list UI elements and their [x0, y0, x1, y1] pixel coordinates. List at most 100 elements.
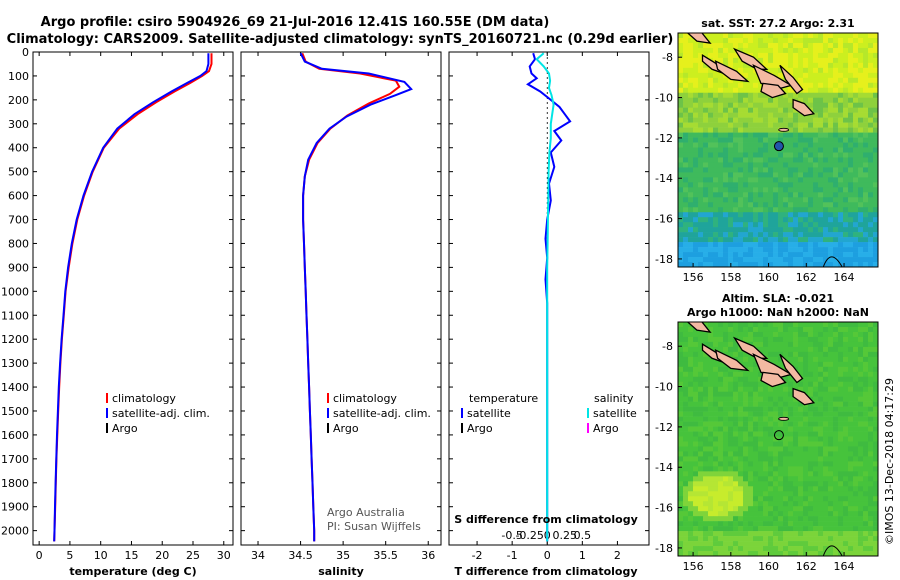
map-cell — [723, 87, 729, 94]
map-cell — [858, 322, 864, 328]
map-cell — [808, 476, 814, 482]
map-cell — [778, 132, 784, 138]
map-cell — [758, 147, 764, 153]
island-7 — [792, 387, 816, 406]
map-cell — [778, 331, 784, 338]
map-cell — [793, 227, 799, 233]
map-cell — [833, 57, 839, 64]
map-cell — [723, 122, 729, 128]
map-cell — [733, 346, 739, 353]
map-cell — [778, 222, 784, 228]
map-cell — [848, 72, 854, 79]
map-cell — [813, 112, 819, 118]
map-cell — [843, 252, 849, 258]
map-cell — [848, 401, 854, 407]
map-cell — [748, 496, 754, 502]
map-cell — [743, 486, 749, 492]
map-cell — [758, 476, 764, 482]
map-cell — [783, 336, 789, 343]
map-cell — [698, 127, 704, 133]
map-cell — [873, 102, 878, 108]
map-cell — [798, 142, 804, 148]
map-cell — [828, 162, 834, 168]
map-cell — [738, 436, 744, 442]
map-cell — [818, 242, 824, 248]
map-cell — [748, 67, 754, 74]
map-cell — [753, 182, 759, 188]
map-cell — [733, 142, 739, 148]
map-cell — [788, 322, 794, 328]
map-cell — [813, 147, 819, 153]
map-cell — [863, 446, 869, 452]
map-cell — [768, 232, 774, 238]
map-cell — [693, 481, 699, 487]
map-cell — [828, 237, 834, 243]
map-cell — [858, 536, 864, 542]
map-cell — [768, 172, 774, 178]
map-cell — [713, 122, 719, 128]
map-y-tick-label: -16 — [655, 213, 673, 226]
map-cell — [823, 237, 829, 243]
map-cell — [783, 346, 789, 353]
map-cell — [738, 42, 744, 49]
map-cell — [773, 526, 779, 532]
map-cell — [873, 52, 878, 59]
map-cell — [833, 202, 839, 208]
map-cell — [843, 501, 849, 507]
map-cell — [868, 192, 874, 198]
map-cell — [738, 461, 744, 467]
map-cell — [853, 232, 859, 238]
map-cell — [738, 132, 744, 138]
map-cell — [848, 202, 854, 208]
map-cell — [713, 436, 719, 442]
map-cell — [793, 406, 799, 412]
map-cell — [838, 531, 844, 537]
map-cell — [743, 351, 749, 358]
map-cell — [858, 257, 864, 263]
map-cell — [718, 326, 724, 333]
map-cell — [758, 212, 764, 218]
map-cell — [778, 42, 784, 49]
map-cell — [768, 147, 774, 153]
map-cell — [863, 142, 869, 148]
map-cell — [718, 546, 724, 552]
map-cell — [718, 401, 724, 407]
map-cell — [843, 351, 849, 358]
map-cell — [768, 426, 774, 432]
map-cell — [803, 132, 809, 138]
map-cell — [773, 262, 779, 267]
map-cell — [713, 232, 719, 238]
map-cell — [738, 92, 744, 99]
map-cell — [863, 371, 869, 378]
map-cell — [698, 546, 704, 552]
map-cell — [828, 217, 834, 223]
map-cell — [788, 142, 794, 148]
map-cell — [858, 446, 864, 452]
map-cell — [718, 322, 724, 328]
map-cell — [748, 182, 754, 188]
map-cell — [758, 326, 764, 333]
map-cell — [773, 187, 779, 193]
map-cell — [838, 341, 844, 348]
map-cell — [803, 142, 809, 148]
map-cell — [698, 72, 704, 79]
difference-lines — [526, 52, 572, 542]
map-cell — [683, 516, 689, 522]
map-cell — [823, 33, 829, 39]
map-cell — [833, 416, 839, 422]
map-cell — [808, 411, 814, 417]
map-cell — [778, 237, 784, 243]
map-cell — [818, 197, 824, 203]
map-cell — [733, 127, 739, 133]
map-cell — [768, 436, 774, 442]
map-cell — [708, 386, 714, 392]
map-cell — [728, 102, 734, 108]
x-tick-label: 5 — [66, 549, 73, 562]
map-cell — [858, 237, 864, 243]
map-cell — [823, 466, 829, 472]
map-cell — [773, 386, 779, 392]
map-cell — [728, 172, 734, 178]
map-cell — [828, 466, 834, 472]
map-cell — [688, 72, 694, 79]
map-cell — [758, 262, 764, 267]
